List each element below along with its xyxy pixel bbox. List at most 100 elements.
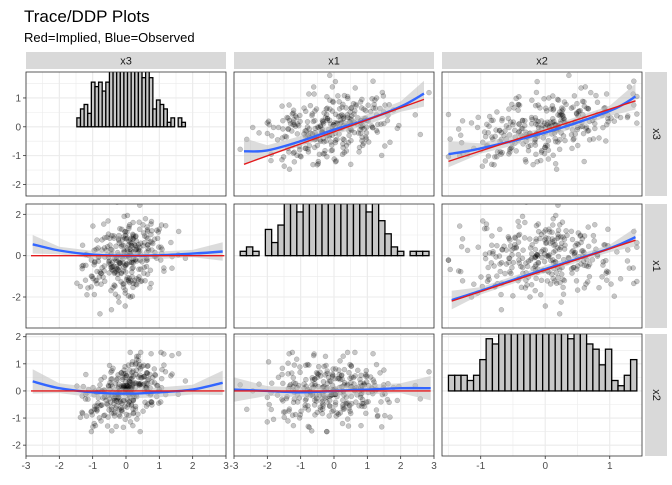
scatter-point — [82, 277, 89, 283]
scatter-point — [303, 145, 309, 152]
scatter-point — [474, 124, 481, 131]
scatter-point — [522, 117, 528, 124]
scatter-point — [533, 236, 539, 242]
scatter-point — [121, 367, 127, 373]
scatter-point — [585, 106, 592, 112]
scatter-point — [144, 370, 150, 376]
scatter-point — [168, 239, 174, 246]
scatter-point — [513, 95, 519, 102]
scatter-point — [560, 284, 566, 291]
scatter-point — [279, 103, 285, 109]
scatter-point — [107, 242, 113, 248]
scatter-point — [83, 413, 90, 419]
scatter-point — [115, 372, 121, 378]
scatter-point — [148, 399, 154, 405]
scatter-point — [336, 375, 342, 382]
scatter-point — [125, 362, 132, 368]
panel-x2-x2: -1 0 1 — [441, 333, 643, 472]
scatter-point — [90, 223, 96, 229]
scatter-point — [356, 149, 362, 155]
scatter-point — [379, 89, 386, 96]
scatter-point — [541, 251, 548, 257]
scatter-point — [373, 361, 380, 368]
scatter-point — [501, 243, 507, 250]
scatter-point — [101, 221, 107, 227]
scatter-point — [560, 106, 566, 112]
scatter-point — [133, 238, 140, 244]
histogram-bar — [554, 334, 563, 392]
scatter-point — [130, 236, 137, 242]
scatter-point — [525, 143, 532, 150]
scatter-point — [533, 89, 540, 96]
scatter-point — [555, 97, 562, 103]
scatter-point — [139, 259, 145, 265]
scatter-point — [124, 382, 130, 389]
scatter-point — [568, 266, 575, 272]
scatter-point — [145, 245, 151, 251]
scatter-point — [481, 129, 488, 135]
scatter-point — [555, 204, 561, 208]
scatter-point — [369, 96, 375, 102]
scatter-point — [297, 369, 303, 376]
scatter-point — [117, 260, 124, 266]
scatter-point — [585, 105, 591, 112]
scatter-point — [515, 102, 521, 108]
scatter-point — [313, 398, 320, 404]
scatter-point — [118, 243, 125, 250]
scatter-point — [522, 122, 528, 129]
scatter-point — [107, 399, 114, 405]
scatter-point — [149, 399, 155, 405]
scatter-point — [361, 403, 368, 410]
scatter-point — [101, 235, 108, 241]
scatter-point — [529, 97, 535, 103]
scatter-point — [529, 255, 535, 261]
scatter-point — [122, 235, 128, 242]
scatter-point — [553, 280, 560, 286]
scatter-point — [485, 130, 491, 136]
scatter-point — [532, 254, 538, 261]
scatter-point — [336, 367, 342, 373]
scatter-point — [578, 261, 584, 267]
scatter-point — [361, 106, 367, 112]
scatter-point — [121, 213, 127, 220]
scatter-point — [88, 284, 94, 290]
scatter-point — [533, 262, 539, 268]
scatter-point — [492, 154, 498, 160]
scatter-point — [148, 218, 155, 225]
scatter-point — [286, 149, 292, 155]
scatter-point — [88, 273, 95, 279]
scatter-point — [124, 235, 131, 241]
scatter-point — [305, 423, 311, 430]
scatter-point — [498, 307, 505, 313]
scatter-point — [159, 366, 165, 373]
scatter-point — [108, 376, 114, 382]
scatter-point — [104, 243, 111, 250]
scatter-point — [596, 135, 602, 141]
scatter-point — [555, 112, 561, 118]
histogram-bar — [491, 343, 500, 392]
scatter-point — [556, 146, 563, 153]
scatter-point — [309, 375, 315, 381]
histogram-bar — [123, 72, 129, 128]
scatter-point — [158, 399, 164, 405]
scatter-point — [499, 246, 505, 253]
scatter-point — [132, 403, 139, 410]
scatter-point — [316, 151, 323, 158]
scatter-point — [556, 311, 563, 317]
scatter-point — [132, 406, 139, 412]
y-tick-label: 1 — [15, 93, 21, 104]
scatter-point — [324, 370, 330, 377]
scatter-point — [494, 154, 500, 160]
scatter-point — [545, 235, 552, 242]
y-tick-label: 1 — [15, 359, 21, 370]
scatter-point — [559, 219, 566, 225]
scatter-point — [137, 240, 144, 246]
scatter-point — [492, 133, 498, 140]
scatter-point — [141, 373, 148, 379]
scatter-point — [571, 250, 578, 256]
scatter-point — [286, 351, 292, 357]
scatter-point — [374, 413, 381, 420]
scatter-point — [283, 134, 290, 140]
scatter-point — [340, 144, 346, 151]
